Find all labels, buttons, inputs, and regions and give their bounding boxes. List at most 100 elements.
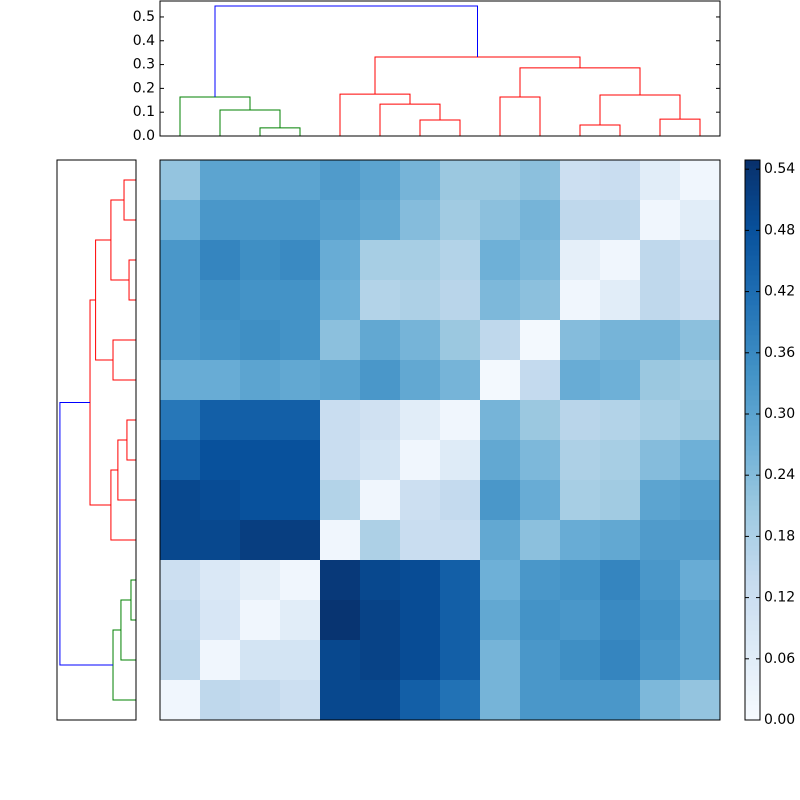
colorbar-swatch [745, 435, 760, 441]
colorbar-swatch [745, 405, 760, 411]
heatmap-cell [480, 600, 521, 641]
heatmap-cell [440, 640, 481, 681]
colorbar-tick-label: 0.54 [764, 161, 795, 177]
heatmap-cell [360, 640, 401, 681]
heatmap-cell [280, 240, 321, 281]
colorbar-swatch [745, 550, 760, 556]
heatmap-cell [600, 640, 641, 681]
colorbar-swatch [745, 635, 760, 641]
heatmap-cell [320, 200, 361, 241]
colorbar-swatch [745, 425, 760, 431]
heatmap-cell [640, 520, 681, 561]
heatmap-cell [600, 240, 641, 281]
heatmap-cell [240, 680, 281, 721]
colorbar-swatch [745, 265, 760, 271]
heatmap-cell [160, 440, 201, 481]
heatmap-cell [440, 160, 481, 201]
heatmap-cell [160, 520, 201, 561]
heatmap-cell [360, 400, 401, 441]
colorbar-swatch [745, 305, 760, 311]
colorbar-swatch [745, 535, 760, 541]
y-tick-label: 0.2 [133, 80, 155, 96]
heatmap-cell [560, 160, 601, 201]
heatmap-cell [400, 200, 441, 241]
colorbar-swatch [745, 640, 760, 646]
heatmap-cell [480, 480, 521, 521]
heatmap-cell [320, 520, 361, 561]
colorbar-swatch [745, 710, 760, 716]
y-tick-label: 0.5 [133, 9, 155, 25]
heatmap-cell [160, 480, 201, 521]
heatmap-cell [280, 200, 321, 241]
heatmap-cell [440, 320, 481, 361]
colorbar-swatch [745, 540, 760, 546]
dendrogram-link [112, 339, 136, 381]
heatmap-cell [360, 680, 401, 721]
heatmap-cell [520, 360, 561, 401]
heatmap-cell [240, 360, 281, 401]
heatmap-cell [440, 200, 481, 241]
heatmap-cell [600, 160, 641, 201]
heatmap-cell [200, 600, 241, 641]
heatmap-cell [440, 280, 481, 321]
colorbar-swatch [745, 510, 760, 516]
dendrogram-link [95, 239, 114, 361]
heatmap-cell [440, 440, 481, 481]
heatmap-cell [480, 520, 521, 561]
heatmap-cell [560, 560, 601, 601]
heatmap-cell [520, 160, 561, 201]
heatmap-cell [520, 680, 561, 721]
heatmap-cell [200, 360, 241, 401]
colorbar-swatch [745, 600, 760, 606]
colorbar-swatch [745, 495, 760, 501]
heatmap-cell [640, 280, 681, 321]
heatmap-cell [400, 240, 441, 281]
heatmap-cell [200, 480, 241, 521]
heatmap-cell [680, 520, 721, 561]
dendrogram-link [419, 119, 461, 136]
colorbar-tick-label: 0.24 [764, 467, 795, 483]
heatmap-cell [360, 520, 401, 561]
colorbar-swatch [745, 320, 760, 326]
heatmap-cell [640, 680, 681, 721]
colorbar-swatch [745, 240, 760, 246]
heatmap-cell [480, 440, 521, 481]
colorbar-swatch [745, 220, 760, 226]
heatmap-cell [200, 320, 241, 361]
heatmap-cell [240, 640, 281, 681]
colorbar-tick-label: 0.18 [764, 528, 795, 544]
colorbar-swatch [745, 185, 760, 191]
heatmap-cell [480, 240, 521, 281]
colorbar-swatch [745, 545, 760, 551]
heatmap-cell [520, 320, 561, 361]
heatmap-cell [520, 400, 561, 441]
heatmap-cell [640, 640, 681, 681]
heatmap-cell [560, 440, 601, 481]
heatmap-cell [200, 280, 241, 321]
colorbar-swatch [745, 355, 760, 361]
colorbar-swatch [745, 500, 760, 506]
heatmap-cell [680, 280, 721, 321]
heatmap-cell [640, 600, 681, 641]
heatmap-cell [400, 320, 441, 361]
heatmap-cell [400, 480, 441, 521]
colorbar-swatch [745, 390, 760, 396]
colorbar-swatch [745, 370, 760, 376]
heatmap-cell [360, 440, 401, 481]
heatmap-cell [160, 280, 201, 321]
heatmap-cell [640, 200, 681, 241]
heatmap-cell [560, 640, 601, 681]
colorbar-swatch [745, 520, 760, 526]
colorbar-swatch [745, 245, 760, 251]
dendrogram-link [110, 469, 136, 541]
colorbar-swatch [745, 340, 760, 346]
colorbar-swatch [745, 455, 760, 461]
heatmap-cell [520, 560, 561, 601]
colorbar-tick-label: 0.42 [764, 284, 795, 300]
dendrogram-link [499, 96, 541, 136]
colorbar-swatch [745, 505, 760, 511]
heatmap-cell [360, 200, 401, 241]
colorbar-swatch [745, 310, 760, 316]
colorbar-swatch [745, 670, 760, 676]
colorbar-swatch [745, 565, 760, 571]
